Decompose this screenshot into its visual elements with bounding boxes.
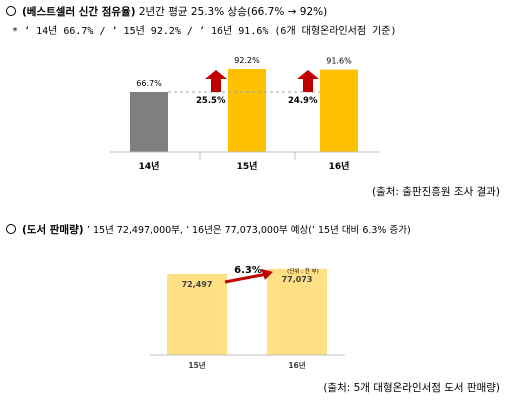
up-arrow-icon (297, 69, 319, 92)
circle-bullet-icon (6, 6, 16, 16)
section1-note-text: * ’ 14년 66.7% / ’ 15년 92.2% / ’ 16년 91.6… (12, 26, 397, 37)
section1-source: (출처: 출판진흥원 조사 결과) (371, 186, 500, 198)
section2-summary: ’ 15년 72,497,000부, ’ 16년은 77,073,000부 예상… (86, 225, 411, 236)
section2-heading: (도서 판매량) (22, 224, 84, 236)
section1-summary: 2년간 평균 25.3% 상승(66.7% → 92%) (138, 6, 328, 18)
section1-summary-line: (베스트셀러 신간 점유율) 2년간 평균 25.3% 상승(66.7% → 9… (6, 4, 327, 19)
growth-label: 6.3% (234, 265, 262, 276)
tick-label-15년: 15년 (188, 360, 205, 370)
tick-label-14년: 14년 (139, 160, 160, 172)
section1-note: * ’ 14년 66.7% / ’ 15년 92.2% / ’ 16년 91.6… (12, 22, 397, 37)
growth-label-1: 24.9% (288, 96, 318, 106)
section2-summary-line: (도서 판매량) ’ 15년 72,497,000부, ’ 16년은 77,07… (6, 222, 411, 237)
tick-label-15년: 15년 (237, 160, 258, 172)
circle-bullet-icon (6, 224, 16, 234)
up-arrow-icon (205, 69, 227, 92)
data-label-14년: 66.7% (136, 79, 162, 88)
tick-label-16년: 16년 (288, 360, 305, 370)
unit-label: (단위 : 천 부) (287, 267, 319, 275)
arrow-head-icon (261, 268, 273, 280)
data-label-16년: 77,073 (282, 275, 313, 284)
data-label-15년: 92.2% (234, 56, 260, 65)
bar-15년 (167, 273, 227, 355)
section1-heading: (베스트셀러 신간 점유율) (22, 6, 136, 18)
section2-source: (출처: 5개 대형온라인서점 도서 판매량) (323, 382, 500, 394)
bar-16년 (320, 69, 358, 152)
growth-arrow-line (224, 272, 266, 284)
tick-label-16년: 16년 (329, 160, 350, 172)
bar-14년 (130, 91, 168, 152)
bar-15년 (228, 69, 266, 152)
bar-16년 (267, 268, 327, 355)
growth-label-0: 25.5% (196, 96, 226, 106)
data-label-16년: 91.6% (326, 57, 352, 66)
data-label-15년: 72,497 (182, 280, 213, 289)
